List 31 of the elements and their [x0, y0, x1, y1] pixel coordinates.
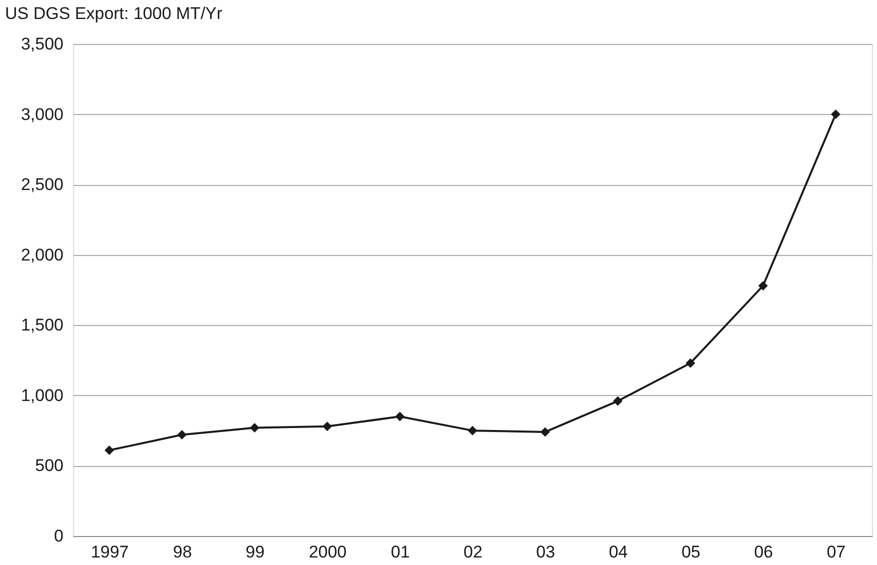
- point: [686, 358, 696, 368]
- x-tick-label: 07: [826, 542, 846, 562]
- point: [395, 412, 405, 422]
- point: [468, 426, 478, 436]
- y-tick-label: 3,500: [20, 34, 64, 54]
- x-tick-label: 99: [246, 542, 265, 562]
- y-tick-label: 3,000: [20, 104, 64, 124]
- x-tick-label: 98: [172, 542, 192, 562]
- x-tick-label: 01: [390, 542, 410, 562]
- x-tick-label: 05: [681, 542, 700, 562]
- x-tick-label: 04: [608, 542, 628, 562]
- x-tick-label: 2000: [308, 542, 347, 562]
- y-tick-label: 500: [35, 456, 64, 476]
- y-tick-label: 1,000: [20, 386, 64, 405]
- point: [177, 430, 187, 440]
- y-tick-label: 0: [54, 526, 64, 546]
- x-tick-label: 06: [754, 542, 774, 562]
- chart-title: US DGS Export: 1000 MT/Yr: [5, 4, 223, 23]
- point: [758, 281, 768, 291]
- y-tick-label: 2,000: [20, 245, 64, 264]
- point: [250, 423, 260, 433]
- y-tick-label: 1,500: [20, 316, 64, 335]
- x-tick-label: 02: [464, 542, 482, 562]
- x-tick-label: 1997: [90, 542, 129, 562]
- y-tick-label: 2,500: [20, 175, 64, 194]
- point: [322, 422, 332, 432]
- point: [540, 427, 550, 437]
- point: [104, 446, 114, 455]
- x-tick-label: 03: [536, 542, 556, 562]
- point: [830, 110, 840, 120]
- point: [613, 396, 623, 406]
